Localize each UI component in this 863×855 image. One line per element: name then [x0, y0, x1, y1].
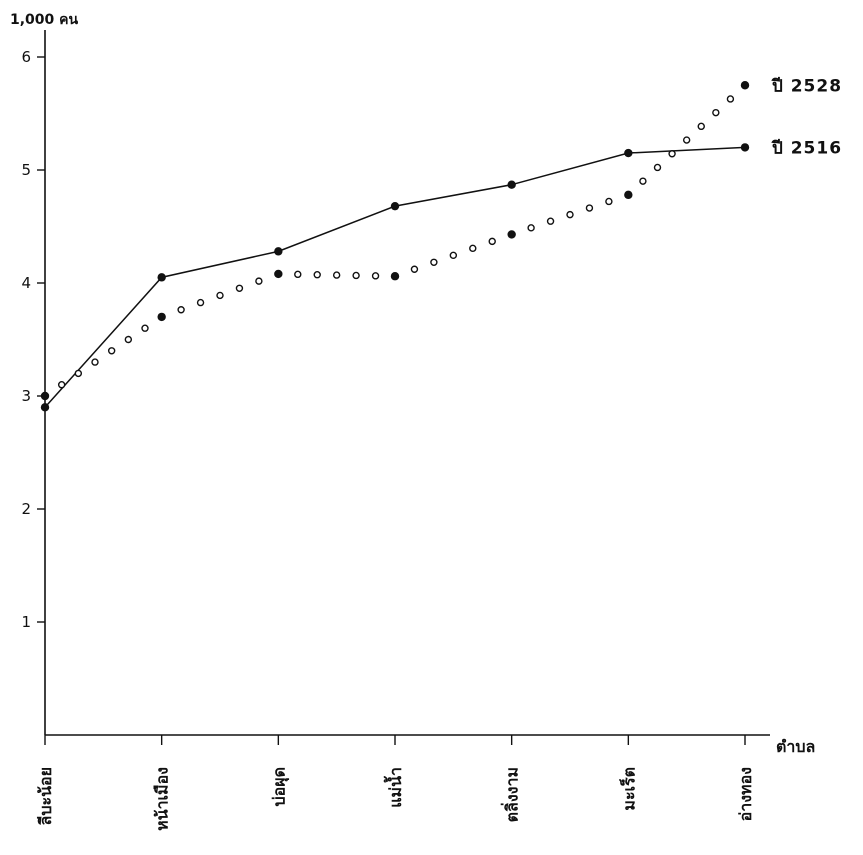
series-2528-dot: [682, 136, 691, 144]
series-2528-dot: [57, 381, 66, 389]
series-2528-dot: [585, 204, 594, 212]
series-2528-dot: [74, 369, 83, 378]
x-axis-label: ตำบล: [776, 737, 815, 756]
series-2528-dot: [430, 258, 438, 266]
series-2528-dot: [255, 277, 263, 285]
series-2528-point: [740, 81, 750, 90]
series-2528-dot: [668, 150, 676, 158]
legend-label: ปี 2516: [771, 137, 842, 158]
y-axis-unit-label: 1,000 คน: [10, 12, 79, 28]
series-2528-dot: [124, 335, 133, 344]
series-2528-dot: [712, 108, 720, 117]
legend-label: ปี 2528: [771, 75, 842, 96]
series-2516-point: [740, 143, 750, 152]
series-2528-dot: [235, 284, 244, 292]
series-2528-dot: [107, 347, 116, 355]
series-2516-point: [624, 148, 633, 158]
x-category-label: ลีบะน้อย: [36, 767, 55, 826]
series-2528-point: [40, 391, 50, 401]
y-tick-label: 3: [21, 387, 31, 405]
x-category-label: ตลิ่งงาม: [501, 767, 522, 822]
series-2528-dot: [294, 270, 302, 279]
x-category-label: แม่น้ำ: [383, 767, 405, 808]
series-2528-dot: [371, 272, 380, 280]
series-2528-point: [507, 230, 516, 239]
x-category-label: อ่างทอง: [736, 767, 755, 821]
series-2528-dot: [352, 271, 360, 280]
series-2528-point: [274, 269, 283, 279]
series-2528-dot: [177, 306, 185, 314]
series-2516-point: [507, 180, 516, 189]
series-2528-dot: [527, 224, 535, 232]
series-2528-dot: [410, 265, 419, 273]
legend: ปี 2528 ปี 2516: [771, 75, 842, 158]
axes: 1 2 3 4 5 6 ลีบะน้อย หน้าเมือง บ่อผุด แม่น้ำ ตลิ่ง…: [21, 30, 770, 831]
series-2528-dot: [141, 324, 149, 332]
series-2528-dot: [449, 251, 458, 260]
series-2528-dot: [726, 95, 735, 103]
series-2528-dot: [605, 197, 613, 206]
series-2528-dot: [639, 177, 647, 185]
series-layer: [40, 81, 750, 412]
series-2516-point: [390, 201, 400, 211]
y-tick-label: 2: [21, 500, 31, 518]
series-2528-point: [157, 312, 166, 322]
series-2528-dot: [488, 237, 496, 246]
series-2516-point: [274, 247, 283, 256]
series-2528-dot: [91, 358, 99, 366]
series-2528-dot: [332, 271, 341, 279]
series-2528-dot: [469, 244, 477, 253]
y-tick-label: 5: [21, 161, 31, 179]
x-category-label: หน้าเมือง: [153, 767, 172, 831]
series-2516-point: [157, 273, 166, 282]
x-category-label: บ่อผุด: [269, 767, 289, 807]
series-2528-point: [624, 190, 633, 200]
series-2528-dot: [697, 122, 705, 131]
y-tick-label: 1: [21, 613, 31, 631]
series-2528-dot: [196, 298, 205, 307]
series-2528-dot: [566, 210, 574, 219]
x-category-label: มะเร็ต: [617, 767, 638, 811]
series-2528-dot: [546, 217, 555, 225]
series-2528-dot: [313, 271, 321, 279]
series-2528-point: [390, 272, 400, 281]
series-2528-dot: [653, 163, 662, 172]
y-tick-label: 4: [21, 274, 31, 292]
series-2516-point: [40, 403, 50, 412]
series-2528-dot: [216, 291, 224, 300]
y-tick-label: 6: [21, 48, 31, 66]
